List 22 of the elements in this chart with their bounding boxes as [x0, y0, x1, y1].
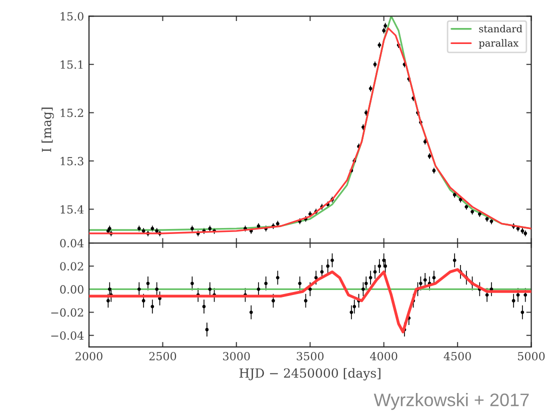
y-tick-label: −0.02: [51, 308, 84, 317]
x-tick-label: 2500: [149, 352, 176, 360]
x-tick-label: 4000: [370, 352, 398, 360]
legend-label: parallax: [478, 39, 519, 49]
text: Wyrzkowski + 2017: [374, 393, 529, 410]
y-tick-label: 0.00: [60, 285, 84, 294]
x-tick-label: 5000: [518, 352, 545, 360]
x-tick-label: 3000: [223, 352, 250, 360]
y-tick-label: 0.02: [60, 262, 84, 270]
y-tick-label: 15.4: [60, 205, 84, 214]
y-tick-label: 15.0: [60, 12, 84, 21]
x-tick-label: 2000: [76, 352, 102, 360]
y-axis-title: I [mag]: [42, 108, 54, 152]
y-tick-label: −0.04: [51, 331, 84, 340]
y-tick-label: 15.1: [60, 60, 83, 69]
x-tick-label: 4500: [444, 352, 471, 360]
x-tick-label: 3500: [296, 352, 324, 360]
y-tick-label: 0.04: [60, 238, 84, 248]
y-tick-label: 15.3: [60, 156, 84, 166]
x-axis-title: HJD − 2450000 [days]: [239, 368, 380, 380]
legend-label: standard: [479, 24, 522, 32]
y-tick-label: 15.2: [60, 108, 84, 118]
